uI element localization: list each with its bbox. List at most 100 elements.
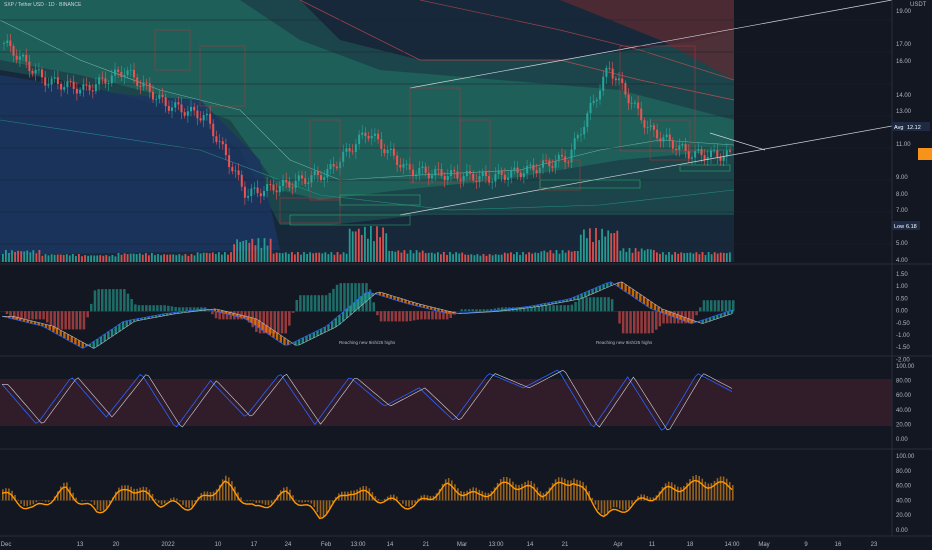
macd-histogram-bar <box>721 300 724 312</box>
candle-body <box>453 170 456 172</box>
candle-body <box>47 84 50 86</box>
oscillator-bar <box>319 500 322 518</box>
oscillator-bar <box>722 476 725 501</box>
range-box[interactable] <box>309 119 341 201</box>
macd-histogram-bar <box>93 290 97 312</box>
candle-body <box>301 175 303 179</box>
candle-body <box>722 156 725 161</box>
range-box[interactable] <box>539 159 581 191</box>
candle-body <box>142 82 145 87</box>
candle-body <box>155 98 158 100</box>
volume-bar <box>196 252 199 262</box>
macd-histogram-bar <box>189 307 192 312</box>
volume-bar <box>236 239 238 262</box>
macd-histogram-bar <box>695 311 698 316</box>
macd-histogram-bar <box>170 306 174 312</box>
macd-tick: 0.00 <box>896 309 908 315</box>
range-box[interactable] <box>459 119 491 181</box>
macd-histogram-bar <box>68 311 71 330</box>
range-box[interactable] <box>619 45 696 152</box>
macd-histogram-bar <box>64 311 67 330</box>
resistance-trendline[interactable] <box>409 0 893 89</box>
time-tick: Mar <box>457 542 467 548</box>
annotation-1: Reaching new 9ish/25 highs <box>339 340 396 345</box>
candle-body <box>516 167 519 173</box>
time-tick: 13:00 <box>350 542 366 548</box>
oscillator-bar <box>680 487 682 501</box>
volume-bar <box>607 230 610 262</box>
candle-body <box>221 141 224 145</box>
oscillator-bar <box>646 496 649 501</box>
range-box[interactable] <box>199 45 246 107</box>
oscillator-bar <box>23 500 25 507</box>
oscillator-bar <box>14 494 16 501</box>
oscillator-bar <box>441 483 444 501</box>
stoch-rsi-axis[interactable]: 100.00 80.00 60.00 40.00 20.00 0.00 <box>896 364 915 443</box>
range-box[interactable] <box>649 119 691 161</box>
oscillator-bar <box>316 500 319 513</box>
time-tick: 21 <box>423 542 430 548</box>
candle-body <box>703 155 706 161</box>
candle-body <box>383 149 386 154</box>
oscillator-bar <box>567 480 569 501</box>
support-trendline[interactable] <box>399 125 893 216</box>
oscillator-bar <box>564 478 566 501</box>
support-box[interactable] <box>539 179 641 189</box>
oscillator-bar <box>677 486 679 501</box>
oscillator-bar <box>139 487 141 501</box>
oscillator-axis[interactable]: 100.00 80.00 60.00 40.00 20.00 0.00 <box>896 454 915 534</box>
candle-body <box>469 171 471 174</box>
candle-body <box>104 78 107 84</box>
price-grid <box>0 19 892 245</box>
time-tick: 9 <box>804 542 808 548</box>
macd-histogram-bar <box>9 311 12 317</box>
candle-body <box>69 81 72 83</box>
candle-body <box>592 100 595 103</box>
candle-body <box>101 77 104 79</box>
volume-bar <box>257 238 260 262</box>
macd-histogram-bar <box>126 293 130 312</box>
oscillator-bar <box>215 489 218 501</box>
macd-pane[interactable] <box>0 281 735 349</box>
support-box[interactable] <box>289 214 411 226</box>
oscillator-bar <box>451 480 453 501</box>
volume-bar <box>336 252 339 262</box>
candle-body <box>167 106 170 111</box>
volume-bar <box>151 253 153 262</box>
stoch-rsi-pane[interactable] <box>1 369 733 431</box>
candle-body <box>557 154 560 162</box>
range-box[interactable] <box>154 29 191 71</box>
volume-bar <box>245 240 248 262</box>
support-box[interactable] <box>679 164 731 172</box>
macd-axis[interactable]: 1.50 1.00 0.50 0.00 -0.50 -1.00 -1.50 -2.00 <box>896 272 910 363</box>
candle-body <box>278 186 281 193</box>
candle-body <box>418 168 421 175</box>
candle-body <box>171 107 173 111</box>
oscillator-pane[interactable] <box>0 475 734 520</box>
macd-histogram-bar <box>324 295 328 312</box>
volume-bar <box>583 229 585 262</box>
oscillator-bar <box>396 496 398 501</box>
candle-body <box>272 184 275 191</box>
wedge-trendline[interactable] <box>709 132 766 151</box>
candle-body <box>507 177 510 180</box>
price-axis[interactable]: USDT 19.00 17.00 16.00 14.00 13.00 11.00 9.00 8… <box>896 2 927 264</box>
candle-body <box>491 181 494 183</box>
macd-histogram-bar <box>677 311 680 324</box>
candle-body <box>630 103 633 104</box>
candle-body <box>50 78 53 85</box>
support-box[interactable] <box>339 194 421 206</box>
candle-body <box>313 171 316 176</box>
oscillator-bar <box>255 500 258 503</box>
candle-body <box>662 137 665 142</box>
macd-histogram-bar <box>101 289 104 312</box>
trendlines[interactable] <box>154 0 893 226</box>
oscillator-bar <box>561 477 563 501</box>
volume-bar <box>424 253 427 262</box>
oscillator-bar <box>386 496 389 501</box>
time-axis[interactable]: Dec 13 20 2022 10 17 24 Feb 13:00 14 21 Mar 13:00 14 2… <box>1 542 878 548</box>
volume-bar <box>488 254 491 262</box>
volume-bar <box>506 253 509 262</box>
volume-bar <box>400 252 403 262</box>
